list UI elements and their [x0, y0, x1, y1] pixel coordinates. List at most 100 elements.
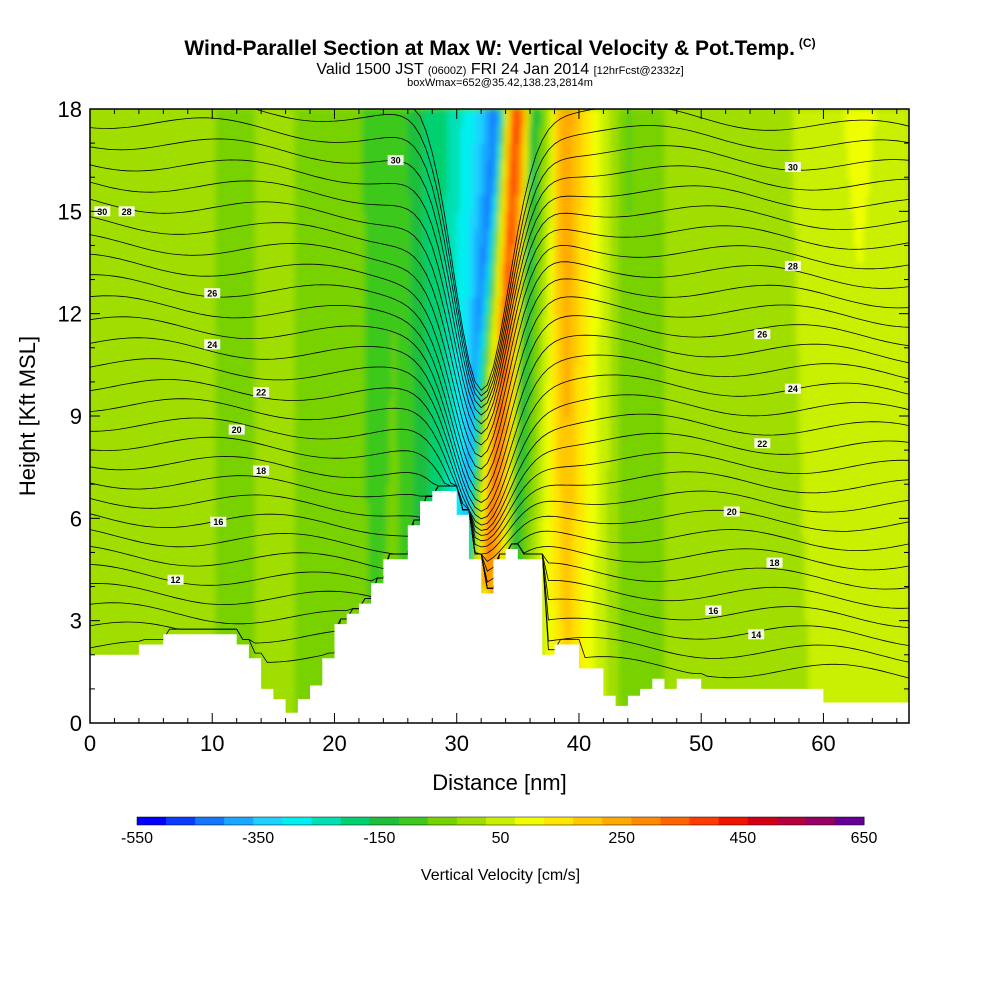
field-cell	[328, 433, 333, 452]
field-cell	[114, 194, 119, 213]
field-cell	[297, 654, 302, 673]
field-cell	[319, 228, 324, 247]
field-cell	[151, 381, 156, 400]
field-cell	[316, 450, 321, 469]
field-cell	[462, 160, 467, 179]
field-cell	[267, 501, 272, 520]
field-cell	[426, 279, 431, 298]
field-cell	[135, 450, 140, 469]
field-cell	[273, 433, 278, 452]
field-cell	[502, 330, 507, 349]
field-cell	[111, 126, 116, 145]
field-cell	[108, 433, 113, 452]
field-cell	[184, 586, 189, 605]
field-cell	[227, 569, 232, 588]
field-cell	[300, 364, 305, 383]
field-cell	[166, 398, 171, 417]
field-cell	[172, 228, 177, 247]
field-cell	[340, 501, 345, 520]
field-cell	[157, 501, 162, 520]
field-cell	[99, 313, 104, 332]
field-cell	[90, 143, 95, 162]
field-cell	[493, 109, 498, 128]
field-cell	[138, 347, 143, 366]
field-cell	[389, 330, 394, 349]
field-cell	[93, 347, 98, 366]
field-cell	[160, 450, 165, 469]
field-cell	[264, 228, 269, 247]
field-cell	[224, 347, 229, 366]
field-cell	[132, 501, 137, 520]
field-cell	[322, 211, 327, 230]
field-cell	[117, 296, 122, 315]
field-cell	[276, 143, 281, 162]
field-cell	[343, 228, 348, 247]
field-cell	[181, 501, 186, 520]
field-cell	[307, 279, 312, 298]
field-cell	[505, 501, 510, 520]
field-cell	[108, 313, 113, 332]
field-cell	[239, 143, 244, 162]
field-cell	[123, 535, 128, 554]
field-cell	[163, 194, 168, 213]
field-cell	[282, 245, 287, 264]
field-cell	[270, 518, 275, 537]
field-cell	[279, 194, 284, 213]
field-cell	[398, 160, 403, 179]
field-cell	[386, 416, 391, 435]
field-cell	[349, 416, 354, 435]
field-cell	[291, 279, 296, 298]
field-cell	[303, 398, 308, 417]
field-cell	[218, 398, 223, 417]
field-cell	[316, 433, 321, 452]
field-cell	[426, 109, 431, 128]
field-cell	[135, 569, 140, 588]
field-cell	[282, 211, 287, 230]
field-cell	[423, 126, 428, 145]
field-cell	[221, 279, 226, 298]
field-cell	[282, 296, 287, 315]
field-cell	[429, 398, 434, 417]
field-cell	[197, 262, 202, 281]
field-cell	[285, 347, 290, 366]
field-cell	[148, 296, 153, 315]
field-cell	[190, 330, 195, 349]
field-cell	[181, 194, 186, 213]
field-cell	[129, 330, 134, 349]
field-cell	[142, 518, 147, 537]
field-cell	[261, 194, 266, 213]
field-cell	[362, 262, 367, 281]
field-cell	[313, 160, 318, 179]
field-cell	[334, 211, 339, 230]
field-cell	[450, 347, 455, 366]
field-cell	[187, 313, 192, 332]
field-cell	[258, 450, 263, 469]
field-cell	[508, 245, 513, 264]
field-cell	[99, 484, 104, 503]
field-cell	[355, 433, 360, 452]
field-cell	[197, 279, 202, 298]
field-cell	[310, 109, 315, 128]
field-cell	[401, 416, 406, 435]
field-cell	[465, 109, 470, 128]
field-cell	[261, 450, 266, 469]
field-cell	[239, 347, 244, 366]
field-cell	[138, 211, 143, 230]
field-cell	[248, 296, 253, 315]
field-cell	[355, 416, 360, 435]
field-cell	[490, 501, 495, 520]
field-cell	[481, 347, 486, 366]
field-cell	[291, 177, 296, 196]
field-cell	[322, 450, 327, 469]
field-cell	[132, 126, 137, 145]
field-cell	[212, 450, 217, 469]
field-cell	[297, 177, 302, 196]
field-cell	[328, 450, 333, 469]
field-cell	[285, 228, 290, 247]
field-cell	[279, 569, 284, 588]
field-cell	[377, 262, 382, 281]
valid-time: Valid 1500 JST	[316, 61, 424, 78]
field-cell	[181, 603, 186, 622]
field-cell	[245, 211, 250, 230]
field-cell	[487, 228, 492, 247]
